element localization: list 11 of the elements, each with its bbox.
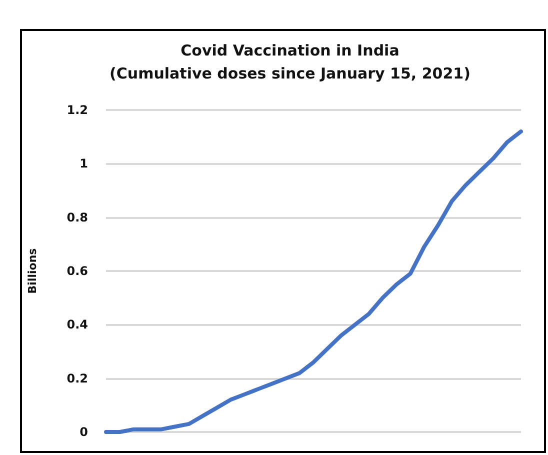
y-tick-label: 0.8 bbox=[66, 210, 88, 224]
y-tick-label: 0.4 bbox=[66, 318, 88, 332]
y-tick-label: 1.2 bbox=[66, 103, 88, 117]
y-axis-title: Billions bbox=[26, 248, 39, 294]
y-tick-label: 0 bbox=[80, 425, 88, 439]
line-series bbox=[104, 129, 523, 434]
y-tick-label: 0.2 bbox=[66, 371, 88, 386]
y-tick-label: 0.6 bbox=[66, 264, 88, 278]
y-tick-label: 1 bbox=[80, 156, 88, 171]
chart-subtitle: (Cumulative doses since January 15, 2021) bbox=[110, 64, 470, 82]
chart-title: Covid Vaccination in India bbox=[180, 42, 400, 60]
